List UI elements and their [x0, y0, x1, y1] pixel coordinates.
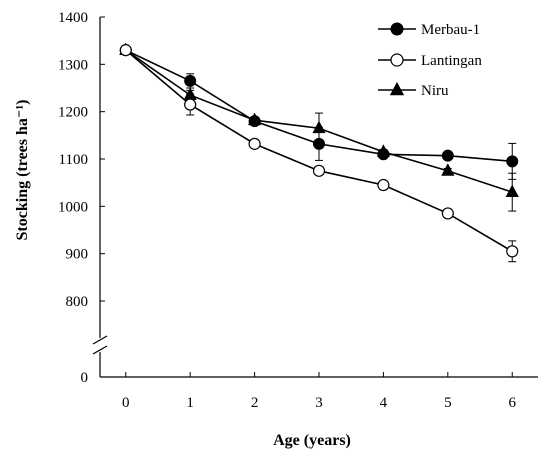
data-point-lantingan: [248, 137, 261, 150]
legend-marker-lantingan: [390, 53, 404, 67]
y-tick-label: 0: [81, 370, 89, 386]
y-tick-label: 1100: [59, 152, 88, 168]
x-tick-label: 1: [186, 395, 194, 411]
y-tick-label: 1000: [58, 199, 88, 215]
legend-item-lantingan: Lantingan: [378, 53, 482, 69]
x-tick-label: 3: [315, 395, 323, 411]
data-point-niru: [505, 184, 519, 198]
data-point-merbau-1: [313, 137, 325, 150]
y-tick-label: 1200: [58, 105, 88, 121]
legend-item-niru: Niru: [378, 81, 449, 99]
data-point-lantingan: [312, 164, 326, 177]
y-axis-break-mark-upper: [92, 335, 108, 345]
y-tick-label: 900: [66, 247, 89, 263]
legend-label-merbau-1: Merbau-1: [421, 22, 480, 38]
data-point-lantingan: [441, 207, 454, 220]
series-merbau-1: [119, 44, 519, 180]
axes-group: 0 800 900 1000 1100 1200 1300 1400 0 1 2 3 4 5 6: [58, 10, 538, 411]
data-point-merbau-1: [441, 149, 454, 162]
legend: Merbau-1 Lantingan Niru: [378, 22, 482, 99]
data-point-lantingan: [119, 44, 132, 57]
x-tick-label: 0: [122, 395, 130, 411]
data-point-lantingan: [506, 245, 519, 258]
x-tick-label: 2: [251, 395, 259, 411]
x-axis-title: Age (years): [273, 432, 351, 449]
data-point-merbau-1: [184, 74, 197, 87]
y-axis-break-mark-lower: [92, 345, 108, 355]
y-tick-label: 800: [66, 294, 89, 310]
y-axis-title: Stocking (trees ha⁻¹): [14, 100, 31, 241]
data-point-niru: [441, 163, 455, 176]
data-point-merbau-1: [248, 115, 261, 128]
x-tick-label: 4: [380, 395, 388, 411]
series-layer: [119, 42, 519, 263]
data-point-merbau-1: [377, 148, 390, 161]
legend-label-lantingan: Lantingan: [421, 53, 482, 69]
y-tick-label: 1400: [58, 10, 88, 26]
y-tick-label: 1300: [58, 57, 88, 73]
legend-marker-merbau-1: [390, 22, 404, 36]
data-point-lantingan: [184, 98, 197, 111]
x-tick-label: 6: [508, 395, 516, 411]
legend-label-niru: Niru: [421, 83, 449, 99]
legend-marker-niru: [389, 81, 405, 96]
data-point-merbau-1: [506, 155, 519, 168]
legend-item-merbau-1: Merbau-1: [378, 22, 480, 38]
series-lantingan: [119, 44, 519, 263]
x-tick-label: 5: [444, 395, 452, 411]
data-point-lantingan: [377, 178, 390, 192]
